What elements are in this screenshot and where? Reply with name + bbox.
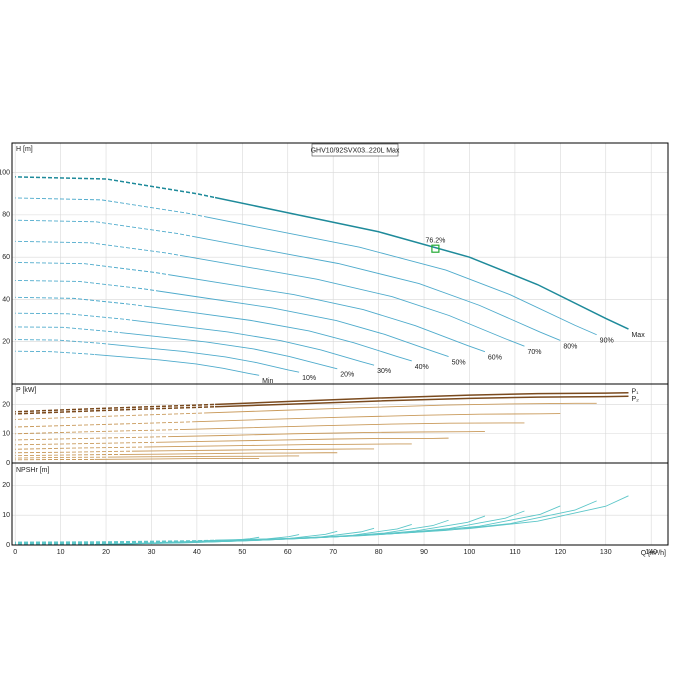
curve-end-label: 80% <box>563 343 577 350</box>
head-curve <box>15 339 300 373</box>
curve-end-label: 20% <box>340 372 354 379</box>
x-tick-label: 40 <box>193 549 201 556</box>
curve-end-label: 50% <box>452 359 466 366</box>
x-tick-label: 10 <box>57 549 65 556</box>
head-curve <box>15 176 629 330</box>
head-curve <box>15 261 486 353</box>
grid-layer <box>12 143 668 546</box>
power-curve <box>15 395 629 415</box>
x-tick-label: 90 <box>420 549 428 556</box>
x-tick-label: 60 <box>284 549 292 556</box>
power-curve <box>15 443 412 450</box>
power-curve <box>15 458 260 461</box>
y-tick-label: 20 <box>2 401 10 408</box>
power-label: P₂ <box>631 396 639 403</box>
power-curve <box>15 430 485 441</box>
x-axis-label: Q [m³/h] <box>641 550 666 557</box>
duty-point <box>431 244 440 253</box>
head-curve <box>15 240 525 347</box>
x-tick-label: 0 <box>13 549 17 556</box>
y-tick-label: 0 <box>6 460 10 467</box>
x-tick-label: 140 <box>645 549 657 556</box>
npsh-panel-frame <box>11 462 669 546</box>
x-tick-label: 130 <box>600 549 612 556</box>
head-curve <box>15 350 260 376</box>
npsh-curve <box>15 510 525 544</box>
frame-layer <box>11 142 669 546</box>
y-tick-label: 10 <box>2 512 10 519</box>
head-curve <box>15 279 449 357</box>
head-curve <box>15 326 338 370</box>
chart-title: GHV10/92SVX03..220L Max <box>311 147 400 154</box>
title-box <box>311 143 399 157</box>
y-tick-label: 0 <box>6 542 10 549</box>
x-tick-label: 20 <box>102 549 110 556</box>
y-tick-label: 20 <box>2 482 10 489</box>
power-axis-label: P [kW] <box>16 387 37 394</box>
y-tick-label: 80 <box>2 212 10 219</box>
power-curve <box>15 455 300 459</box>
power-label: P₁ <box>631 389 639 396</box>
curve-end-label: 70% <box>527 349 541 356</box>
x-tick-label: 120 <box>554 549 566 556</box>
curve-end-label: 40% <box>415 364 429 371</box>
y-tick-label: 40 <box>2 296 10 303</box>
x-tick-label: 110 <box>509 549 520 556</box>
curve-end-label: Max <box>631 332 645 339</box>
duty-point-label: 76.2% <box>425 238 445 245</box>
y-tick-label: 20 <box>2 339 10 346</box>
x-tick-label: 80 <box>375 549 383 556</box>
curve-end-label: 90% <box>600 338 614 345</box>
head-axis-label: H [m] <box>16 146 33 153</box>
head-curve <box>15 312 375 366</box>
y-tick-label: 100 <box>0 169 10 176</box>
npsh-axis-label: NPSHr [m] <box>16 467 50 474</box>
curve-layer <box>15 176 629 545</box>
y-tick-label: 10 <box>2 431 10 438</box>
x-tick-label: 30 <box>148 549 156 556</box>
x-tick-label: 50 <box>238 549 246 556</box>
power-curve <box>15 452 338 457</box>
head-curve <box>15 219 561 341</box>
curve-end-label: 60% <box>488 354 502 361</box>
power-curve <box>15 392 629 413</box>
curve-end-label: 10% <box>302 375 316 382</box>
y-tick-label: 60 <box>2 254 10 261</box>
x-tick-label: 100 <box>464 549 476 556</box>
power-curve <box>15 413 561 428</box>
power-curve <box>15 402 597 420</box>
curve-end-label: Min <box>262 378 273 385</box>
power-curve <box>15 448 375 454</box>
power-curve <box>15 437 449 446</box>
head-curve <box>15 296 412 362</box>
power-curve <box>15 422 525 435</box>
npsh-curve <box>15 536 260 545</box>
x-tick-label: 70 <box>329 549 337 556</box>
curve-end-label: 30% <box>377 368 391 375</box>
head-curve <box>15 197 597 336</box>
